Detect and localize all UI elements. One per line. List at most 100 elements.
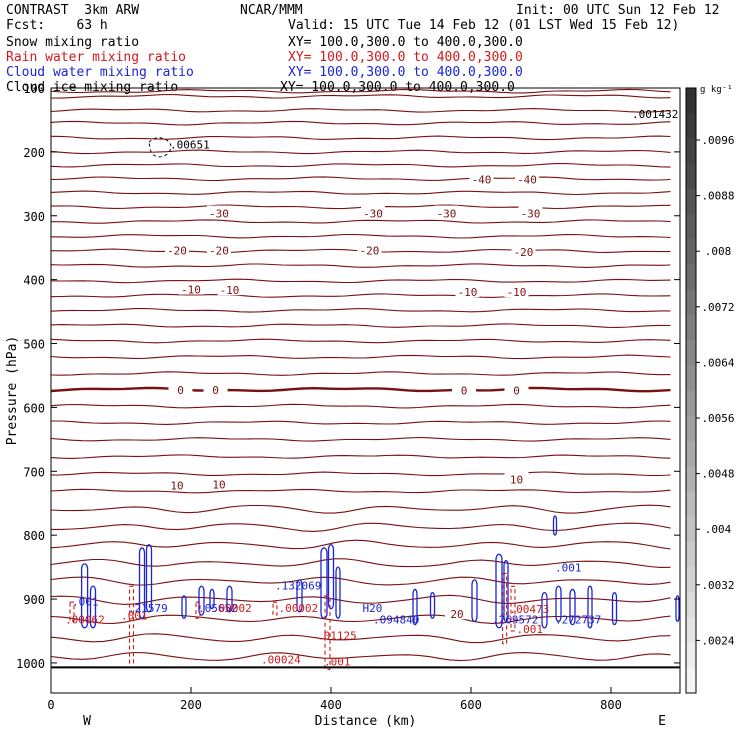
colorbar-swatch bbox=[686, 163, 696, 190]
isotherm-line bbox=[51, 420, 671, 425]
rain-maximum-label: .001 bbox=[324, 655, 351, 668]
isotherm-label-bg bbox=[179, 281, 203, 295]
rain-contour bbox=[128, 585, 135, 664]
isotherm-label: -20 bbox=[514, 246, 534, 259]
y-tick-label: 100 bbox=[23, 82, 45, 96]
cloud-water-contour bbox=[145, 544, 153, 613]
isotherm-line bbox=[50, 354, 671, 360]
rain-contour bbox=[195, 601, 201, 619]
isotherm-label: 20 bbox=[450, 608, 463, 621]
isotherm-label: -20 bbox=[167, 245, 187, 258]
x-tick-label: 800 bbox=[600, 698, 622, 712]
cloud-water-contour bbox=[226, 585, 233, 613]
rain-maximum-label: .00002 bbox=[212, 602, 252, 615]
x-tick-label: 0 bbox=[47, 698, 54, 712]
rain-maximum-label: .00024 bbox=[261, 654, 301, 667]
rain-contour bbox=[272, 601, 278, 616]
x-axis-label: Distance (km) bbox=[315, 714, 417, 729]
isotherm-label-bg bbox=[504, 284, 529, 298]
isotherm-line bbox=[50, 454, 671, 459]
colorbar-swatch bbox=[686, 617, 696, 644]
field-snow-name: Snow mixing ratio bbox=[6, 35, 140, 50]
colorbar-swatch bbox=[686, 289, 696, 316]
colorbar-frame bbox=[685, 87, 697, 694]
colorbar-swatch bbox=[686, 214, 696, 240]
colorbar-swatch bbox=[686, 440, 696, 467]
isotherm-label: 0 bbox=[461, 385, 468, 398]
forecast-hour: Fcst: 63 h bbox=[6, 18, 108, 33]
isotherm-label: 10 bbox=[212, 478, 225, 491]
colorbar-swatch bbox=[686, 88, 696, 114]
cloud_water-maximum-label: .272737 bbox=[555, 613, 601, 626]
colorbar-label: .0032 bbox=[701, 579, 734, 592]
colorbar-swatch bbox=[686, 642, 696, 669]
isotherm-label-bg bbox=[357, 242, 382, 256]
isotherm-line bbox=[50, 293, 671, 298]
isotherm-line bbox=[50, 135, 671, 141]
cloud-water-contour bbox=[541, 592, 548, 629]
isotherm-line bbox=[50, 88, 671, 94]
cloud_water-maximum-label: .05652 bbox=[198, 602, 238, 615]
cloud-water-contour bbox=[80, 563, 89, 629]
colorbar-swatch bbox=[686, 239, 696, 265]
isotherm-label: -30 bbox=[437, 208, 457, 221]
isotherm-label: 0 bbox=[177, 384, 184, 397]
cloud-water-contour bbox=[587, 585, 593, 629]
isotherm-label-bg bbox=[207, 476, 231, 490]
cloud-water-contour bbox=[555, 585, 562, 623]
isotherm-label-bg bbox=[217, 282, 242, 296]
field-cloudwater-xy: XY= 100.0,300.0 to 400.0,300.0 bbox=[288, 65, 523, 80]
colorbar-label: .0072 bbox=[701, 301, 734, 314]
cloud_water-maximum-label: .001 bbox=[72, 595, 99, 608]
isotherm-line bbox=[50, 371, 671, 376]
colorbar-swatch bbox=[686, 314, 696, 341]
rain-contour bbox=[502, 572, 508, 645]
isotherm-line bbox=[50, 651, 671, 662]
rain-maximum-label: .00062 bbox=[65, 613, 105, 626]
colorbar-label: .008 bbox=[705, 245, 732, 258]
x-axis-west-label: W bbox=[83, 714, 91, 729]
cloud-water-contour bbox=[209, 588, 215, 610]
valid-time: Valid: 15 UTC Tue 14 Feb 12 (01 LST Wed … bbox=[288, 18, 680, 33]
rain-maximum-label: .001 bbox=[517, 623, 544, 636]
y-tick-label: 800 bbox=[23, 529, 45, 543]
init-time: Init: 00 UTC Sun 12 Feb 12 bbox=[516, 3, 720, 18]
isotherm-label-bg bbox=[515, 171, 539, 185]
cloud-water-contour bbox=[503, 560, 509, 623]
isotherm-line bbox=[51, 522, 671, 532]
cloud-water-contour bbox=[335, 566, 341, 619]
isotherm-line bbox=[50, 633, 671, 644]
isotherm-line bbox=[50, 176, 671, 182]
isotherm-label-bg bbox=[511, 243, 536, 257]
isotherm-label: 10 bbox=[170, 480, 183, 493]
isotherm-line bbox=[50, 436, 671, 442]
isotherm-line bbox=[50, 539, 671, 550]
colorbar-swatch bbox=[686, 188, 696, 215]
isotherm-line bbox=[50, 386, 671, 393]
colorbar-label: .0096 bbox=[701, 134, 734, 147]
isotherm-label-bg bbox=[469, 171, 494, 185]
cloud_water-maximum-label: H20 bbox=[363, 602, 383, 615]
isotherm-line bbox=[50, 120, 671, 126]
isotherm-line bbox=[50, 323, 671, 328]
isotherm-label: -10 bbox=[181, 284, 201, 297]
cloud-water-contour bbox=[552, 515, 558, 536]
model-title: CONTRAST 3km ARW bbox=[6, 3, 140, 18]
isotherm-line bbox=[50, 163, 671, 168]
y-axis-label: Pressure (hPa) bbox=[5, 336, 20, 446]
isotherm-line bbox=[50, 278, 671, 284]
isotherm-line bbox=[50, 338, 671, 344]
cloud-water-contour bbox=[198, 585, 205, 616]
isotherm-label-bg bbox=[504, 382, 529, 396]
colorbar-swatch bbox=[686, 390, 696, 417]
cloud_ice-maximum-label: .00651 bbox=[170, 139, 210, 152]
contour-labels: -40 -40 -30 -30 -30 -30 -20 -20 -20 -20 -10 -10 -10 -… bbox=[65, 108, 678, 668]
y-tick-label: 200 bbox=[23, 146, 45, 160]
rain-contour bbox=[69, 601, 75, 622]
isotherm-line bbox=[50, 504, 671, 514]
cloud-water-contour bbox=[327, 544, 335, 610]
cloud-water-contour bbox=[569, 588, 576, 626]
snow-maximum-label: .001432 bbox=[632, 108, 678, 121]
isotherm-label-bg bbox=[361, 205, 385, 219]
